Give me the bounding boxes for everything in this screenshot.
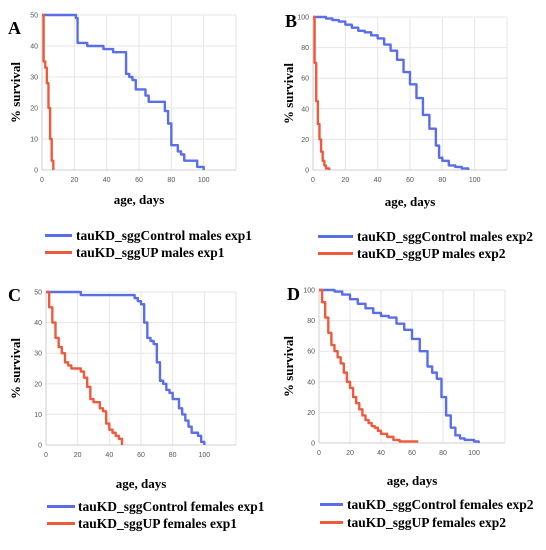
series-line-control: [46, 290, 206, 445]
x-axis-label: age, days: [116, 476, 167, 491]
series-line-up: [46, 290, 124, 445]
x-tick-label: 40: [103, 177, 111, 184]
y-tick-label: 30: [34, 351, 42, 358]
x-tick-label: 0: [311, 177, 315, 184]
y-tick-label: 100: [303, 288, 315, 295]
x-tick-label: 100: [198, 177, 210, 184]
series-line-control: [319, 288, 480, 443]
x-tick-label: 40: [105, 452, 113, 459]
x-tick-label: 20: [341, 177, 349, 184]
x-tick-label: 20: [346, 450, 354, 457]
panel-letter: B: [285, 11, 297, 31]
x-tick-label: 20: [70, 177, 78, 184]
chart-panel-b: 0 20 40 60 80 100 0 20 40 60 80 100 B% survival age, …: [273, 0, 546, 275]
x-tick-label: 20: [74, 452, 82, 459]
legend: tauKD_sggControl males exp2 tauKD_sggUP m…: [318, 229, 533, 261]
x-axis-label: age, days: [114, 192, 165, 207]
x-tick-label: 40: [377, 450, 385, 457]
y-tick-label: 20: [307, 410, 315, 417]
grid: [318, 289, 506, 444]
y-tick-label: 100: [297, 15, 309, 22]
chart-panel-a: 0 20 40 60 80 100 0 10 20 30 40 50 A % survival age, d…: [0, 0, 273, 275]
legend: tauKD_sggControl females exp2 tauKD_sggUP…: [320, 497, 534, 530]
y-tick-label: 80: [301, 45, 309, 52]
x-axis-label: age, days: [385, 194, 436, 209]
series-line-up: [319, 288, 419, 443]
x-tick-label: 0: [40, 177, 44, 184]
y-axis-label: % survival: [8, 62, 23, 123]
y-tick-label: 0: [34, 168, 38, 175]
y-tick-label: 50: [34, 290, 42, 297]
legend-label: tauKD_sggUP males exp1: [76, 245, 225, 260]
legend-label: tauKD_sggControl males exp1: [76, 228, 252, 243]
x-tick-label: 60: [406, 177, 414, 184]
y-tick-label: 20: [30, 106, 38, 113]
legend-label: tauKD_sggControl females exp1: [78, 499, 265, 514]
x-tick-label: 80: [167, 177, 175, 184]
y-tick-label: 0: [305, 168, 309, 175]
legend: tauKD_sggControl females exp1 tauKD_sggUP…: [47, 499, 265, 531]
y-tick-label: 60: [301, 76, 309, 83]
series-line-up: [42, 13, 55, 170]
y-tick-label: 50: [30, 13, 38, 20]
x-tick-label: 0: [44, 452, 48, 459]
series-line-control: [42, 13, 205, 170]
y-tick-label: 40: [301, 106, 309, 113]
y-axis-label: % survival: [281, 63, 296, 124]
legend-label: tauKD_sggControl females exp2: [347, 497, 534, 512]
x-tick-label: 60: [408, 450, 416, 457]
x-tick-label: 80: [439, 450, 447, 457]
x-tick-label: 100: [468, 450, 480, 457]
grid: [312, 16, 508, 171]
x-tick-label: 0: [317, 450, 321, 457]
x-tick-label: 80: [438, 177, 446, 184]
series-line-control: [313, 15, 470, 170]
x-tick-label: 100: [198, 452, 210, 459]
series-line-up: [313, 15, 331, 170]
y-tick-label: 40: [307, 379, 315, 386]
survival-chart-a: 0 20 40 60 80 100 0 10 20 30 40 50 A % survival age, d…: [8, 13, 252, 261]
y-tick-label: 60: [307, 349, 315, 356]
y-tick-label: 10: [30, 137, 38, 144]
chart-panel-c: 0 20 40 60 80 100 0 10 20 30 40 50 C % survival age, d…: [0, 275, 273, 550]
y-axis-label: % survival: [8, 338, 23, 399]
x-axis-label: age, days: [387, 473, 438, 488]
x-tick-label: 40: [374, 177, 382, 184]
x-tick-label: 100: [469, 177, 481, 184]
y-tick-label: 10: [34, 412, 42, 419]
panel-letter: A: [8, 18, 21, 38]
legend-label: tauKD_sggUP females exp2: [347, 515, 506, 530]
y-tick-label: 0: [311, 441, 315, 448]
survival-chart-c: 0 20 40 60 80 100 0 10 20 30 40 50 C % survival age, d…: [8, 285, 265, 531]
legend-label: tauKD_sggUP females exp1: [78, 516, 237, 531]
x-tick-label: 80: [169, 452, 177, 459]
x-tick-label: 60: [137, 452, 145, 459]
grid: [41, 14, 237, 171]
y-tick-label: 40: [34, 320, 42, 327]
y-tick-label: 30: [30, 75, 38, 82]
legend: tauKD_sggControl males exp1 tauKD_sggUP m…: [45, 228, 252, 260]
chart-panel-d: 0 20 40 60 80 100 0 20 40 60 80 100 D% survival age, …: [273, 275, 546, 550]
y-tick-label: 0: [38, 443, 42, 450]
legend-label: tauKD_sggControl males exp2: [357, 229, 533, 244]
y-tick-label: 20: [34, 381, 42, 388]
x-tick-label: 60: [135, 177, 143, 184]
y-axis-label: % survival: [281, 336, 296, 397]
legend-label: tauKD_sggUP males exp2: [357, 246, 506, 261]
panel-letter: D: [287, 284, 300, 304]
y-tick-label: 20: [301, 137, 309, 144]
panel-letter: C: [8, 285, 21, 305]
y-tick-label: 80: [307, 318, 315, 325]
y-tick-label: 40: [30, 44, 38, 51]
